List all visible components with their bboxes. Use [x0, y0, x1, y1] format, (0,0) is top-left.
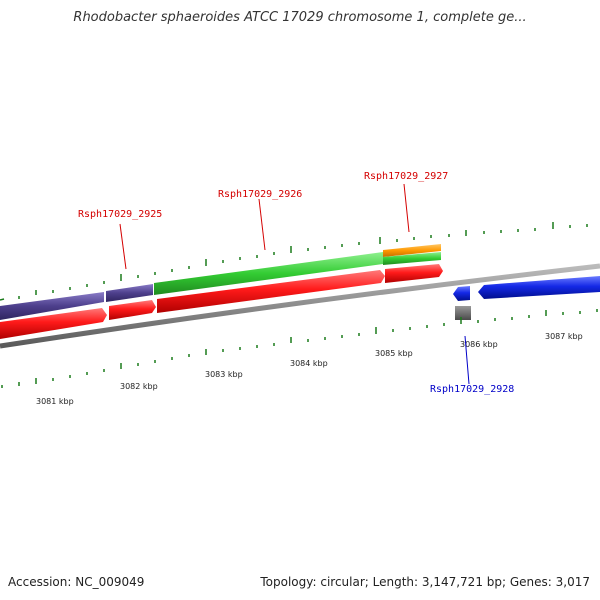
ruler-label-3085: 3085 kbp: [375, 349, 413, 358]
ruler-label-3084: 3084 kbp: [290, 359, 328, 368]
ruler-labels: 3081 kbp 3082 kbp 3083 kbp 3084 kbp 3085…: [36, 332, 583, 406]
cog-band-purple: [0, 292, 104, 320]
gene-label-leaders: [119, 183, 470, 385]
cog-category-track: [0, 244, 441, 320]
cds-arrow-rsph17029-2926: [157, 270, 385, 313]
gene-label-rsph17029-2928[interactable]: Rsph17029_2928: [430, 384, 514, 395]
cds-arrow-rsph17029-2927: [385, 264, 443, 283]
cds-arrow: [0, 308, 107, 339]
ruler-label-3086: 3086 kbp: [460, 340, 498, 349]
inner-tick-ruler: [1, 309, 598, 388]
cog-band-green: [154, 252, 383, 295]
accession-text: Accession: NC_009049: [8, 575, 145, 589]
ruler-label-3083: 3083 kbp: [205, 370, 243, 379]
reverse-cds-track: [453, 276, 600, 320]
cog-band-purple-2: [106, 284, 153, 302]
cog-band-green-2: [383, 252, 441, 265]
genome-summary-text: Topology: circular; Length: 3,147,721 bp…: [260, 575, 590, 589]
gap-feature: [455, 306, 471, 320]
ruler-label-3087: 3087 kbp: [545, 332, 583, 341]
ruler-label-3082: 3082 kbp: [120, 382, 158, 391]
outer-tick-ruler: [0, 222, 588, 301]
cds-arrow-reverse-long: [478, 276, 600, 299]
gene-labels[interactable]: Rsph17029_2925 Rsph17029_2926 Rsph17029_…: [78, 171, 514, 395]
cog-band-orange: [383, 244, 441, 257]
genome-title: Rhodobacter sphaeroides ATCC 17029 chrom…: [73, 10, 527, 25]
ruler-label-3081: 3081 kbp: [36, 397, 74, 406]
cds-arrow-rsph17029-2925: [109, 300, 156, 320]
gene-label-rsph17029-2927[interactable]: Rsph17029_2927: [364, 171, 448, 182]
gene-label-rsph17029-2925[interactable]: Rsph17029_2925: [78, 209, 162, 220]
gene-label-rsph17029-2926[interactable]: Rsph17029_2926: [218, 189, 302, 200]
forward-cds-track: [0, 264, 443, 339]
cds-arrow-rsph17029-2928: [453, 286, 470, 301]
backbone-line: [0, 263, 600, 349]
